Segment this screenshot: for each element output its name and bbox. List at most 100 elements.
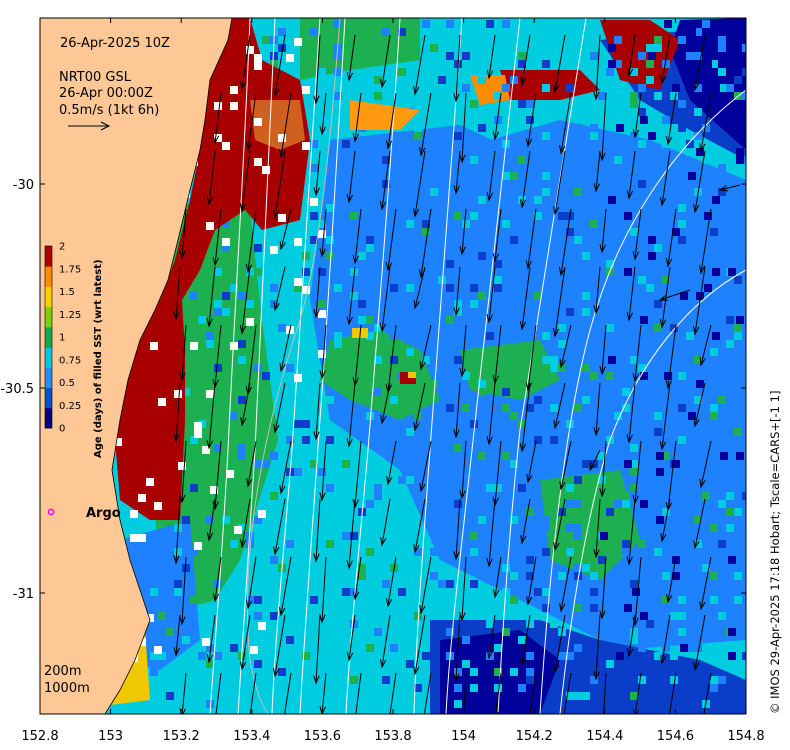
sst-cell <box>230 540 238 548</box>
current-arrow <box>179 324 187 382</box>
current-arrow <box>179 208 187 260</box>
sst-cell <box>374 484 382 492</box>
current-arrow <box>599 324 607 376</box>
sst-cell <box>470 100 478 108</box>
sst-cell <box>630 628 638 636</box>
sst-cell <box>382 276 390 284</box>
no-data-cell <box>154 502 162 510</box>
sst-cell <box>598 580 606 588</box>
no-data-cell <box>318 230 326 238</box>
sst-cell <box>310 236 318 244</box>
no-data-cell <box>226 470 234 478</box>
sst-cell <box>326 700 334 708</box>
sst-cell <box>470 548 478 556</box>
sst-cell <box>150 588 158 596</box>
sst-cell <box>718 612 726 620</box>
colorbar: 2 1.75 1.5 1.25 1 0.75 0.5 0.25 0 <box>44 242 81 435</box>
sst-cell <box>742 92 746 100</box>
sst-cell <box>526 404 534 412</box>
no-data-cell <box>258 622 266 630</box>
current-arrow <box>692 266 706 336</box>
sst-cell <box>470 684 478 692</box>
sst-cell <box>726 316 734 324</box>
current-arrow <box>212 208 222 267</box>
sst-cell <box>734 244 742 252</box>
sst-cell <box>334 340 342 348</box>
land-mass <box>40 18 233 714</box>
sst-cell <box>662 644 670 652</box>
sst-cell <box>678 540 686 548</box>
sst-cell <box>446 20 454 28</box>
sst-cell <box>582 308 590 316</box>
current-arrow <box>589 449 601 472</box>
sst-cell <box>696 148 704 156</box>
sst-cell <box>494 484 502 492</box>
sst-cell <box>518 60 526 68</box>
current-arrow <box>313 34 321 105</box>
sst-cell <box>566 692 574 700</box>
current-arrow <box>626 498 636 566</box>
sst-cell <box>470 156 478 164</box>
sst-cell <box>454 308 462 316</box>
no-data-cell <box>254 54 262 62</box>
sst-cell <box>486 124 494 132</box>
sst-cell <box>422 220 430 228</box>
no-data-cell <box>318 310 326 318</box>
sst-cell <box>598 420 606 428</box>
sst-cell <box>582 364 590 372</box>
sst-cell <box>438 172 446 180</box>
sst-cell <box>350 476 358 484</box>
sst-cell <box>534 564 542 572</box>
sst-cell <box>294 604 302 612</box>
sst-cell <box>582 388 590 396</box>
sst-cell <box>638 644 646 652</box>
sst-cell <box>694 484 702 492</box>
sst-cell <box>358 572 366 580</box>
sst-cell <box>654 36 662 44</box>
sst-cell <box>542 524 550 532</box>
sst-cell <box>398 68 406 76</box>
current-arrow <box>240 382 251 427</box>
current-arrow <box>346 614 356 662</box>
no-data-cell <box>190 342 198 350</box>
sst-cell <box>734 324 742 332</box>
sst-cell <box>254 460 262 468</box>
sst-cell <box>654 324 662 332</box>
colorbar-frame <box>44 245 53 429</box>
sst-cell <box>702 156 710 164</box>
current-arrow <box>379 266 391 333</box>
x-tick-label: 154.8 <box>727 729 764 744</box>
current-arrow <box>593 266 601 315</box>
sst-cell <box>574 236 582 244</box>
sst-cell <box>486 332 494 340</box>
no-data-cell <box>194 422 202 430</box>
current-arrow <box>346 34 356 82</box>
sst-cell <box>606 372 614 380</box>
sst-cell <box>518 380 526 388</box>
sst-cell <box>638 188 646 196</box>
current-time-label: 26-Apr 00:00Z <box>59 86 153 101</box>
sst-cell <box>558 572 566 580</box>
colorbar-swatch <box>45 266 52 287</box>
sst-cell <box>366 644 374 652</box>
sst-cell <box>518 516 526 524</box>
sst-cell <box>662 228 670 236</box>
sst-cell <box>326 204 334 212</box>
sst-cell <box>486 476 494 484</box>
sst-cell <box>662 124 670 132</box>
sst-cell <box>624 212 632 220</box>
sst-cell <box>246 268 254 276</box>
current-arrow <box>419 324 432 371</box>
current-arrow <box>659 150 671 207</box>
current-arrow <box>319 672 327 714</box>
sst-cell <box>648 236 656 244</box>
sst-cell <box>190 484 198 492</box>
current-arrow <box>553 614 566 674</box>
sst-cell <box>374 644 382 652</box>
sst-cell <box>342 588 350 596</box>
no-data-cell <box>138 494 146 502</box>
current-arrow <box>212 556 222 603</box>
sst-cell <box>406 52 414 60</box>
current-arrow <box>453 150 461 195</box>
sst-cell <box>494 284 502 292</box>
